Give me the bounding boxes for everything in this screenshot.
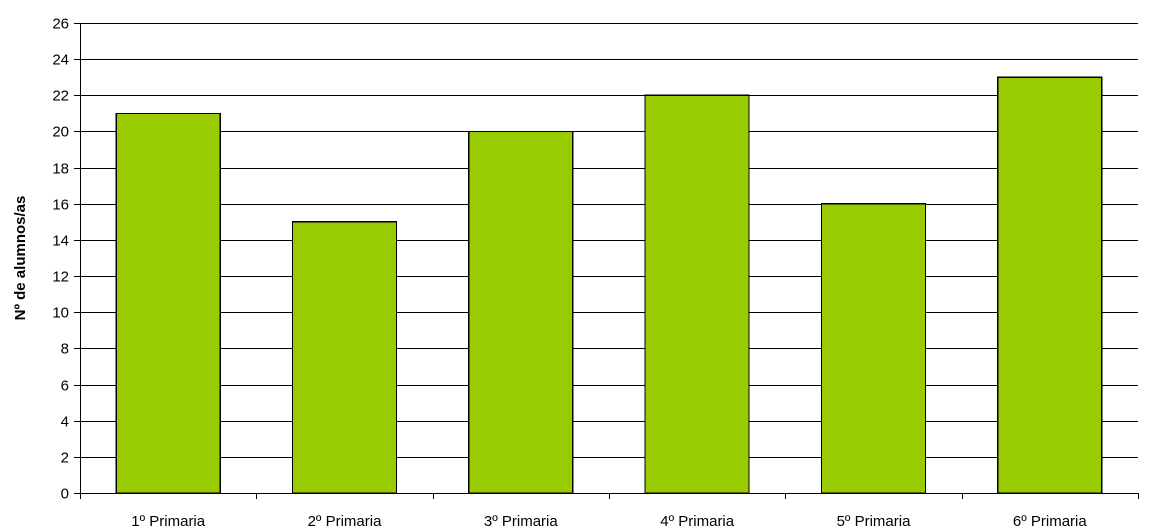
y-tick-label: 14 <box>52 233 69 250</box>
bar-3 <box>468 130 574 494</box>
y-tick-label: 8 <box>61 341 69 358</box>
axes <box>80 23 1138 494</box>
y-tick-label: 22 <box>52 88 69 105</box>
bar-2 <box>291 221 398 494</box>
y-tick-label: 0 <box>61 486 69 503</box>
y-tick-label: 12 <box>52 269 69 286</box>
y-tick-label: 10 <box>52 305 69 322</box>
y-tick-label: 26 <box>52 16 69 33</box>
x-tick-label: 5º Primaria <box>837 513 911 530</box>
y-tick-label: 4 <box>61 414 69 431</box>
y-tick-label: 6 <box>61 378 69 395</box>
x-tick-label: 6º Primaria <box>1013 513 1087 530</box>
bars <box>115 76 1103 494</box>
x-axis-ticks: 1º Primaria 2º Primaria 3º Primaria 4º Prim… <box>80 493 1139 530</box>
x-tick-label: 3º Primaria <box>484 513 558 530</box>
y-tick-label: 24 <box>52 52 69 69</box>
y-axis-title: Nº de alumnos/as <box>12 196 29 321</box>
x-tick-label: 2º Primaria <box>308 513 382 530</box>
y-tick-label: 16 <box>52 197 69 214</box>
bar-5 <box>820 203 927 494</box>
bar-6 <box>997 76 1103 494</box>
x-tick-label: 4º Primaria <box>660 513 734 530</box>
y-tick-label: 18 <box>52 161 69 178</box>
y-tick-label: 20 <box>52 124 69 141</box>
gridlines <box>80 23 1138 458</box>
bar-4 <box>644 94 750 494</box>
y-tick-label: 2 <box>61 450 69 467</box>
bar-1 <box>115 112 221 494</box>
x-tick-label: 1º Primaria <box>131 513 205 530</box>
